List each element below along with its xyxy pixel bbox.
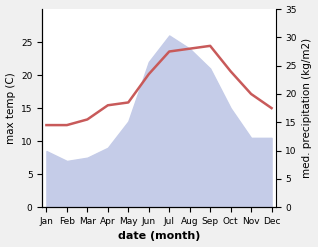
Y-axis label: max temp (C): max temp (C) bbox=[5, 72, 16, 144]
Y-axis label: med. precipitation (kg/m2): med. precipitation (kg/m2) bbox=[302, 38, 313, 178]
X-axis label: date (month): date (month) bbox=[118, 231, 200, 242]
